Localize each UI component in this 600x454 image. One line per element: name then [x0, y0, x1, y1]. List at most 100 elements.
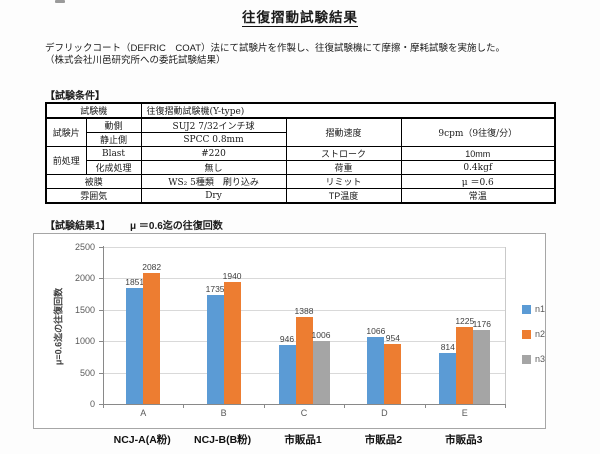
chart-group-label: NCJ-B(B粉) — [194, 434, 252, 446]
category-axis-label: B — [220, 408, 227, 418]
chart-group-label: 市販品3 — [445, 434, 483, 446]
bar-n1-B — [206, 295, 224, 404]
legend-swatch-icon — [522, 329, 531, 339]
tp-temperature-label: TP温度 — [285, 188, 402, 204]
chart-group-labels: NCJ-A(A粉) NCJ-B(B粉) 市販品1 市販品2 市販品3 — [102, 432, 504, 447]
bar-n1-C — [278, 344, 296, 404]
y-axis-tick — [99, 372, 103, 374]
results-bar-chart: 0 500 1000 1500 2000 2500 1851 2082 A 1735 1940 B 94… — [33, 233, 546, 429]
bar-value-label: 1940 — [222, 271, 242, 282]
gridline — [103, 309, 505, 311]
bar-n2-A — [143, 273, 161, 404]
moving-side-label: 動側 — [85, 117, 142, 133]
legend-swatch-icon — [522, 304, 531, 314]
bar-value-label: 1225 — [455, 316, 475, 327]
machine-value: 往復摺動試験機(Y-type) — [140, 102, 556, 119]
x-axis-line — [99, 404, 505, 405]
category-axis-label: C — [300, 408, 308, 418]
y-axis-tick-label: 500 — [79, 367, 95, 378]
machine-label: 試験機 — [45, 102, 142, 119]
limit-value: μ ＝0.6 — [400, 174, 556, 189]
specimen-label: 試験片 — [45, 117, 87, 147]
chem-treatment-label: 化成処理 — [85, 160, 142, 175]
legend-label: n3 — [535, 354, 546, 364]
moving-side-value: SUJ2 7/32インチ球 — [140, 117, 287, 133]
bar-value-label: 814 — [440, 341, 455, 352]
chart-group-label: NCJ-A(A粉) — [113, 434, 171, 446]
table-row: 被膜 WS₂ 5種類 刷り込み リミット μ ＝0.6 — [45, 174, 556, 189]
table-row: 試験機 往復摺動試験機(Y-type) — [45, 102, 556, 119]
bar-value-label: 946 — [279, 333, 295, 344]
legend-swatch-icon — [522, 354, 531, 364]
y-axis-tick-label: 0 — [89, 399, 95, 409]
bar-n2-E — [456, 327, 474, 404]
sliding-speed-label: 摺動速度 — [285, 117, 402, 147]
legend-label: n2 — [535, 329, 546, 339]
y-axis-tick — [99, 278, 103, 280]
bar-value-label: 1176 — [472, 319, 491, 330]
page-title: 往復摺動試験結果 — [242, 10, 358, 27]
y-axis-tick-label: 1000 — [74, 336, 95, 347]
category-axis-label: D — [381, 408, 388, 418]
bar-n3-C — [312, 340, 330, 404]
coating-value: WS₂ 5種類 刷り込み — [140, 174, 287, 189]
bar-value-label: 1388 — [294, 305, 314, 316]
x-axis-tick — [344, 404, 346, 408]
limit-label: リミット — [285, 174, 402, 189]
chart-group-label: 市販品2 — [364, 434, 403, 446]
bar-n1-E — [439, 352, 457, 404]
bar-n1-A — [126, 287, 144, 404]
stroke-label: ストローク — [285, 146, 402, 161]
tp-temperature-value: 常温 — [400, 188, 556, 204]
coating-label: 被膜 — [45, 174, 142, 189]
conditions-heading: 【試験条件】 — [45, 91, 105, 102]
plot-right-border — [505, 247, 506, 404]
bar-n2-D — [384, 344, 402, 404]
gridline — [103, 247, 505, 248]
bar-value-label: 1851 — [125, 276, 145, 287]
intro-line-2: （株式会社川邑研究所への委託試験結果） — [45, 54, 226, 66]
table-row: 化成処理 無し 荷重 0.4kgf — [46, 160, 556, 175]
static-side-label: 静止側 — [85, 132, 142, 147]
bar-n2-B — [223, 282, 241, 404]
y-axis-tick — [99, 341, 103, 343]
bar-value-label: 2082 — [142, 262, 162, 273]
legend-item-n3: n3 — [522, 354, 545, 364]
y-axis-tick — [99, 309, 103, 311]
bar-value-label: 1006 — [311, 329, 331, 340]
atmosphere-label: 雰囲気 — [45, 188, 142, 204]
results-heading: 【試験結果1】 — [45, 221, 111, 232]
load-label: 荷重 — [285, 160, 402, 175]
table-row: 前処理 Blast #220 ストローク 10mm — [45, 146, 556, 175]
table-row: 試験片 動側 SUJ2 7/32インチ球 摺動速度 9cpm（9往復/分） — [45, 117, 556, 147]
load-value: 0.4kgf — [400, 160, 556, 175]
x-axis-tick — [424, 404, 426, 408]
chart-group-label: 市販品1 — [284, 434, 322, 446]
pretreatment-label: 前処理 — [45, 146, 87, 175]
bar-value-label: 954 — [385, 333, 400, 344]
table-row: 雰囲気 Dry TP温度 常温 — [45, 188, 556, 204]
y-axis-tick-label: 2500 — [74, 242, 95, 252]
legend-label: n1 — [535, 304, 546, 314]
results-subtitle: μ ＝0.6迄の往復回数 — [130, 221, 223, 232]
category-axis-label: A — [140, 408, 147, 418]
table-row: 静止側 SPCC 0.8mm — [46, 132, 555, 147]
bar-value-label: 1066 — [366, 326, 386, 337]
bar-n3-E — [473, 330, 491, 404]
atmosphere-value: Dry — [140, 188, 287, 204]
y-axis-title: μ=0.6迄の往復回数 — [53, 287, 64, 365]
legend-item-n1: n1 — [522, 304, 545, 314]
blast-label: Blast — [85, 146, 142, 161]
bar-n1-D — [367, 337, 385, 404]
category-axis-label: E — [461, 408, 468, 418]
legend-item-n2: n2 — [522, 329, 545, 339]
scan-artifact — [55, 0, 65, 3]
intro-paragraph: デフリックコート（DEFRIC COAT）法にて試験片を作製し、往復試験機にて摩… — [45, 43, 565, 66]
gridline — [103, 278, 505, 280]
y-axis-line — [103, 246, 104, 404]
sliding-speed-value: 9cpm（9往復/分） — [400, 117, 556, 147]
x-axis-tick — [505, 404, 506, 408]
blast-value: #220 — [140, 146, 287, 161]
stroke-value: 10mm — [400, 146, 556, 161]
